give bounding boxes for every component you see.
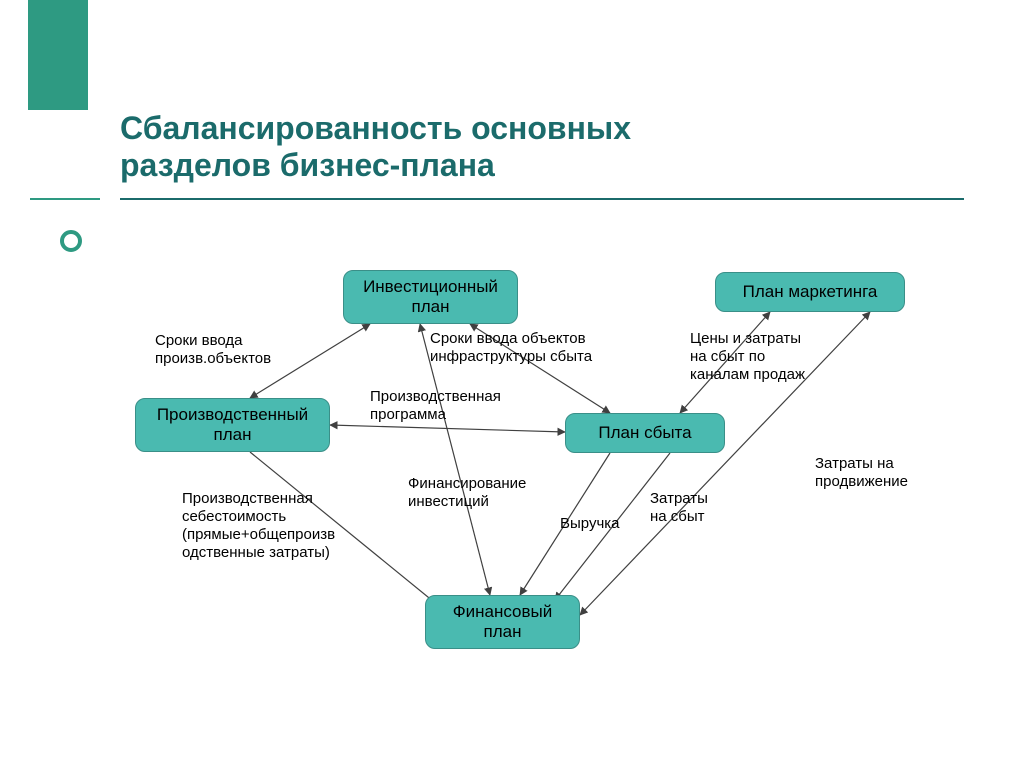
edge-label-8: Производственная себестоимость (прямые+о… <box>182 490 335 562</box>
edge-label-5: Финансирование инвестиций <box>408 475 526 511</box>
edge-label-6: Выручка <box>560 515 620 533</box>
edge-label-3: Производственная программа <box>370 388 501 424</box>
node-invest: Инвестиционный план <box>343 270 518 324</box>
node-sales: План сбыта <box>565 413 725 453</box>
edge-label-4: Затраты на продвижение <box>815 455 908 491</box>
node-prod: Производственный план <box>135 398 330 452</box>
node-marketing: План маркетинга <box>715 272 905 312</box>
edges-layer <box>0 0 1024 767</box>
node-fin: Финансовый план <box>425 595 580 649</box>
edge-label-7: Затраты на сбыт <box>650 490 708 526</box>
diagram-canvas: Инвестиционный план План маркетинга Произв… <box>0 0 1024 767</box>
edge-3 <box>330 425 565 432</box>
edge-label-0: Сроки ввода произв.объектов <box>155 332 271 368</box>
edge-label-2: Цены и затраты на сбыт по каналам продаж <box>690 330 805 384</box>
edge-label-1: Сроки ввода объектов инфраструктуры сбыт… <box>430 330 592 366</box>
